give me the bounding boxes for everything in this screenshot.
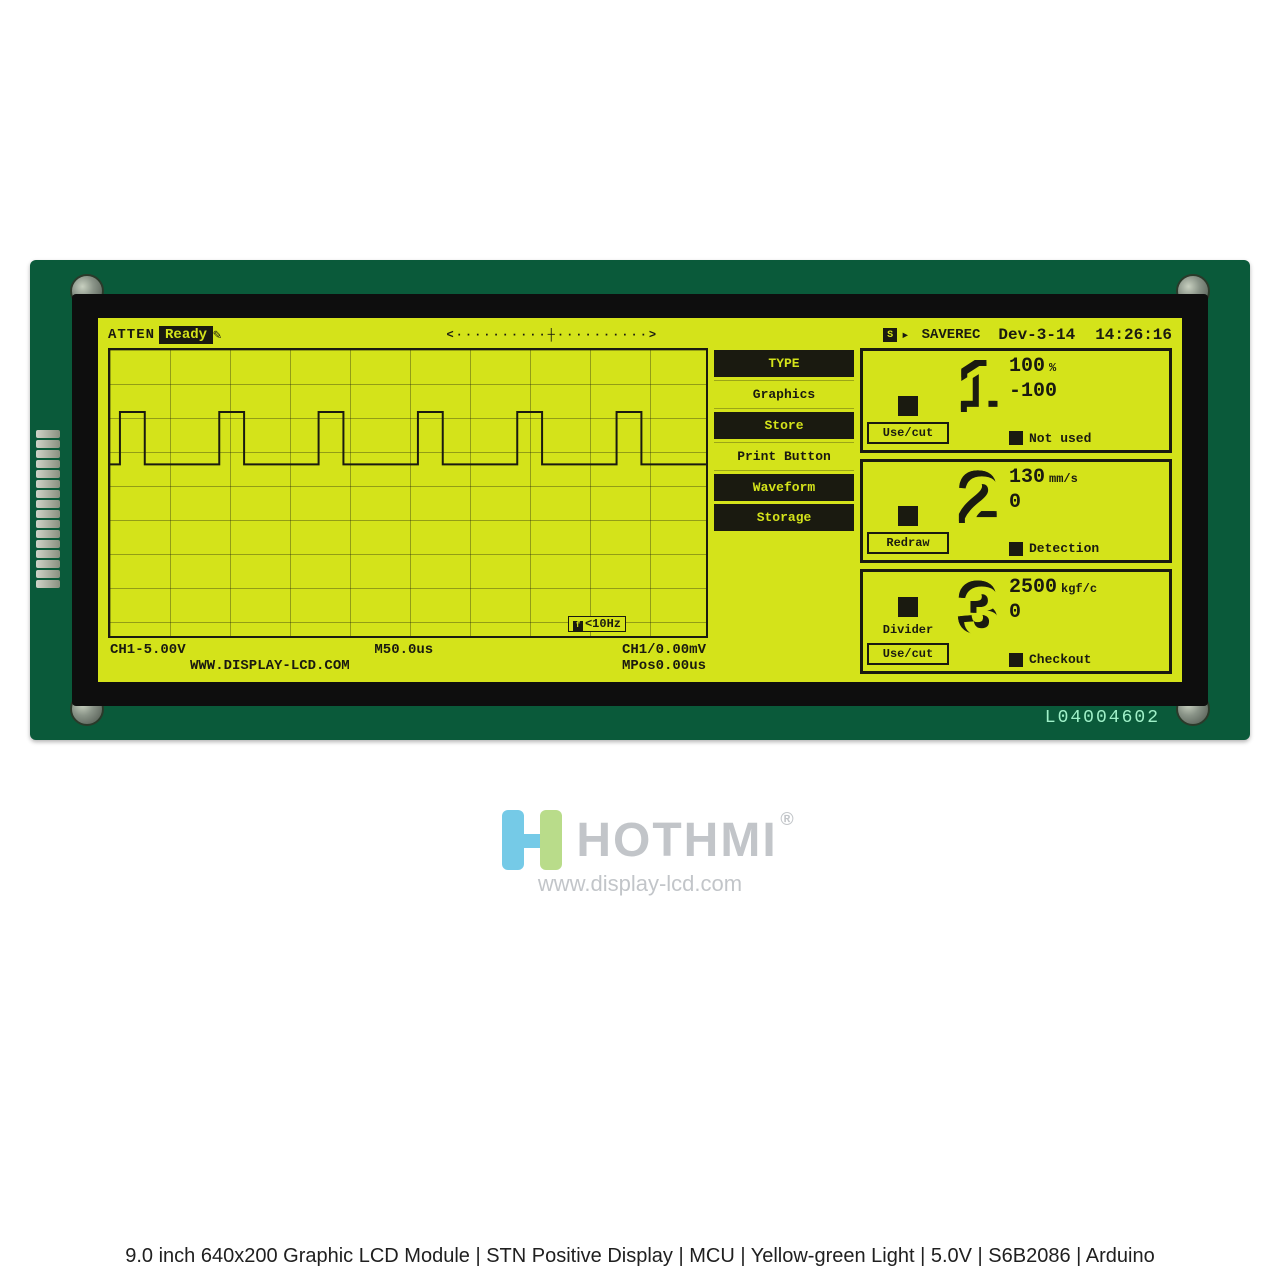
- logo-name: HOTHMI®: [576, 813, 777, 868]
- waveform-trace: [110, 350, 706, 588]
- indicator-icon: [1009, 653, 1023, 667]
- indicator-icon: [898, 597, 918, 617]
- panel-sublabel: Divider: [883, 623, 933, 637]
- ready-badge: Ready: [159, 326, 213, 344]
- panel-unit: %: [1049, 361, 1056, 375]
- panel-value: 130: [1009, 466, 1045, 489]
- panel-1: Use/cut 1 100% -100 Not used: [860, 348, 1172, 453]
- logo-icon: [502, 810, 562, 870]
- panel-left-button[interactable]: Use/cut: [867, 422, 949, 444]
- menu-column: TYPE Graphics Store Print Button Waveform Sto…: [714, 348, 854, 674]
- f-icon: f: [573, 621, 583, 631]
- panel-number: 1: [959, 351, 998, 450]
- product-caption: 9.0 inch 640x200 Graphic LCD Module | ST…: [0, 1245, 1280, 1268]
- pencil-icon: ✎: [213, 327, 221, 344]
- menu-storage[interactable]: Storage: [714, 504, 854, 531]
- indicator-icon: [1009, 431, 1023, 445]
- vendor-url: WWW.DISPLAY-LCD.COM: [190, 658, 350, 674]
- ch1-voltage-label: CH1/0.00mV: [622, 642, 706, 658]
- menu-print-button[interactable]: Print Button: [714, 442, 854, 471]
- panel-column: Use/cut1100%-100Not usedRedraw2130mm/s0D…: [860, 348, 1172, 674]
- mpos-label: MPos0.00us: [622, 658, 706, 674]
- panel-foot-label: Checkout: [1029, 652, 1091, 667]
- panel-unit: kgf/c: [1061, 582, 1097, 596]
- panel-value: 0: [1009, 601, 1021, 624]
- menu-graphics[interactable]: Graphics: [714, 380, 854, 409]
- panel-number: 2: [959, 462, 998, 561]
- scope-area: f<10Hz CH1-5.00V M50.0us CH1/0.00mV WWW.…: [108, 348, 708, 674]
- logo-url: www.display-lcd.com: [502, 871, 777, 897]
- menu-type[interactable]: TYPE: [714, 350, 854, 377]
- panel-3: Divider Use/cut 3 2500 kgf/c 0 Checkout: [860, 569, 1172, 674]
- scope-grid: f<10Hz: [108, 348, 708, 638]
- frequency-badge: f<10Hz: [568, 616, 626, 632]
- panel-value: 2500: [1009, 576, 1057, 599]
- panel-number: 3: [959, 572, 998, 671]
- lcd-screen: ATTEN Ready ✎ <··········┼··········> S …: [98, 318, 1182, 682]
- panel-left-button[interactable]: Redraw: [867, 532, 949, 554]
- indicator-icon: [898, 396, 918, 416]
- pcb-model-number: L04004602: [1045, 708, 1160, 728]
- status-bar: ATTEN Ready ✎ <··········┼··········> S …: [108, 324, 1172, 346]
- timebase-label: M50.0us: [374, 642, 433, 658]
- panel-2: Redraw 2 130 mm/s 0 Detection: [860, 459, 1172, 564]
- arrow-icon: ▸: [901, 327, 909, 344]
- pcb-board: L04004602 ATTEN Ready ✎ <··········┼····…: [30, 260, 1250, 740]
- pin-header: [36, 430, 64, 588]
- panel-foot-label: Detection: [1029, 541, 1099, 556]
- indicator-icon: [898, 506, 918, 526]
- menu-waveform[interactable]: Waveform: [714, 474, 854, 501]
- panel-left-button[interactable]: Use/cut: [867, 643, 949, 665]
- ch1-label: CH1-5.00V: [110, 642, 186, 658]
- panel-value: -100: [1009, 380, 1057, 403]
- watermark-logo: HOTHMI® www.display-lcd.com: [502, 810, 777, 897]
- lcd-bezel: ATTEN Ready ✎ <··········┼··········> S …: [72, 294, 1208, 706]
- dev-label: Dev-3-14: [998, 326, 1075, 344]
- clock-label: 14:26:16: [1095, 326, 1172, 344]
- panel-value: 100: [1009, 355, 1045, 378]
- panel-unit: mm/s: [1049, 472, 1078, 486]
- ruler-indicator: <··········┼··········>: [221, 328, 883, 342]
- saverec-label: SAVEREC: [922, 327, 981, 343]
- indicator-icon: [1009, 542, 1023, 556]
- panel-value: 0: [1009, 491, 1021, 514]
- panel-foot-label: Not used: [1029, 431, 1091, 446]
- atten-label: ATTEN: [108, 327, 155, 343]
- menu-store[interactable]: Store: [714, 412, 854, 439]
- s-icon: S: [883, 328, 897, 342]
